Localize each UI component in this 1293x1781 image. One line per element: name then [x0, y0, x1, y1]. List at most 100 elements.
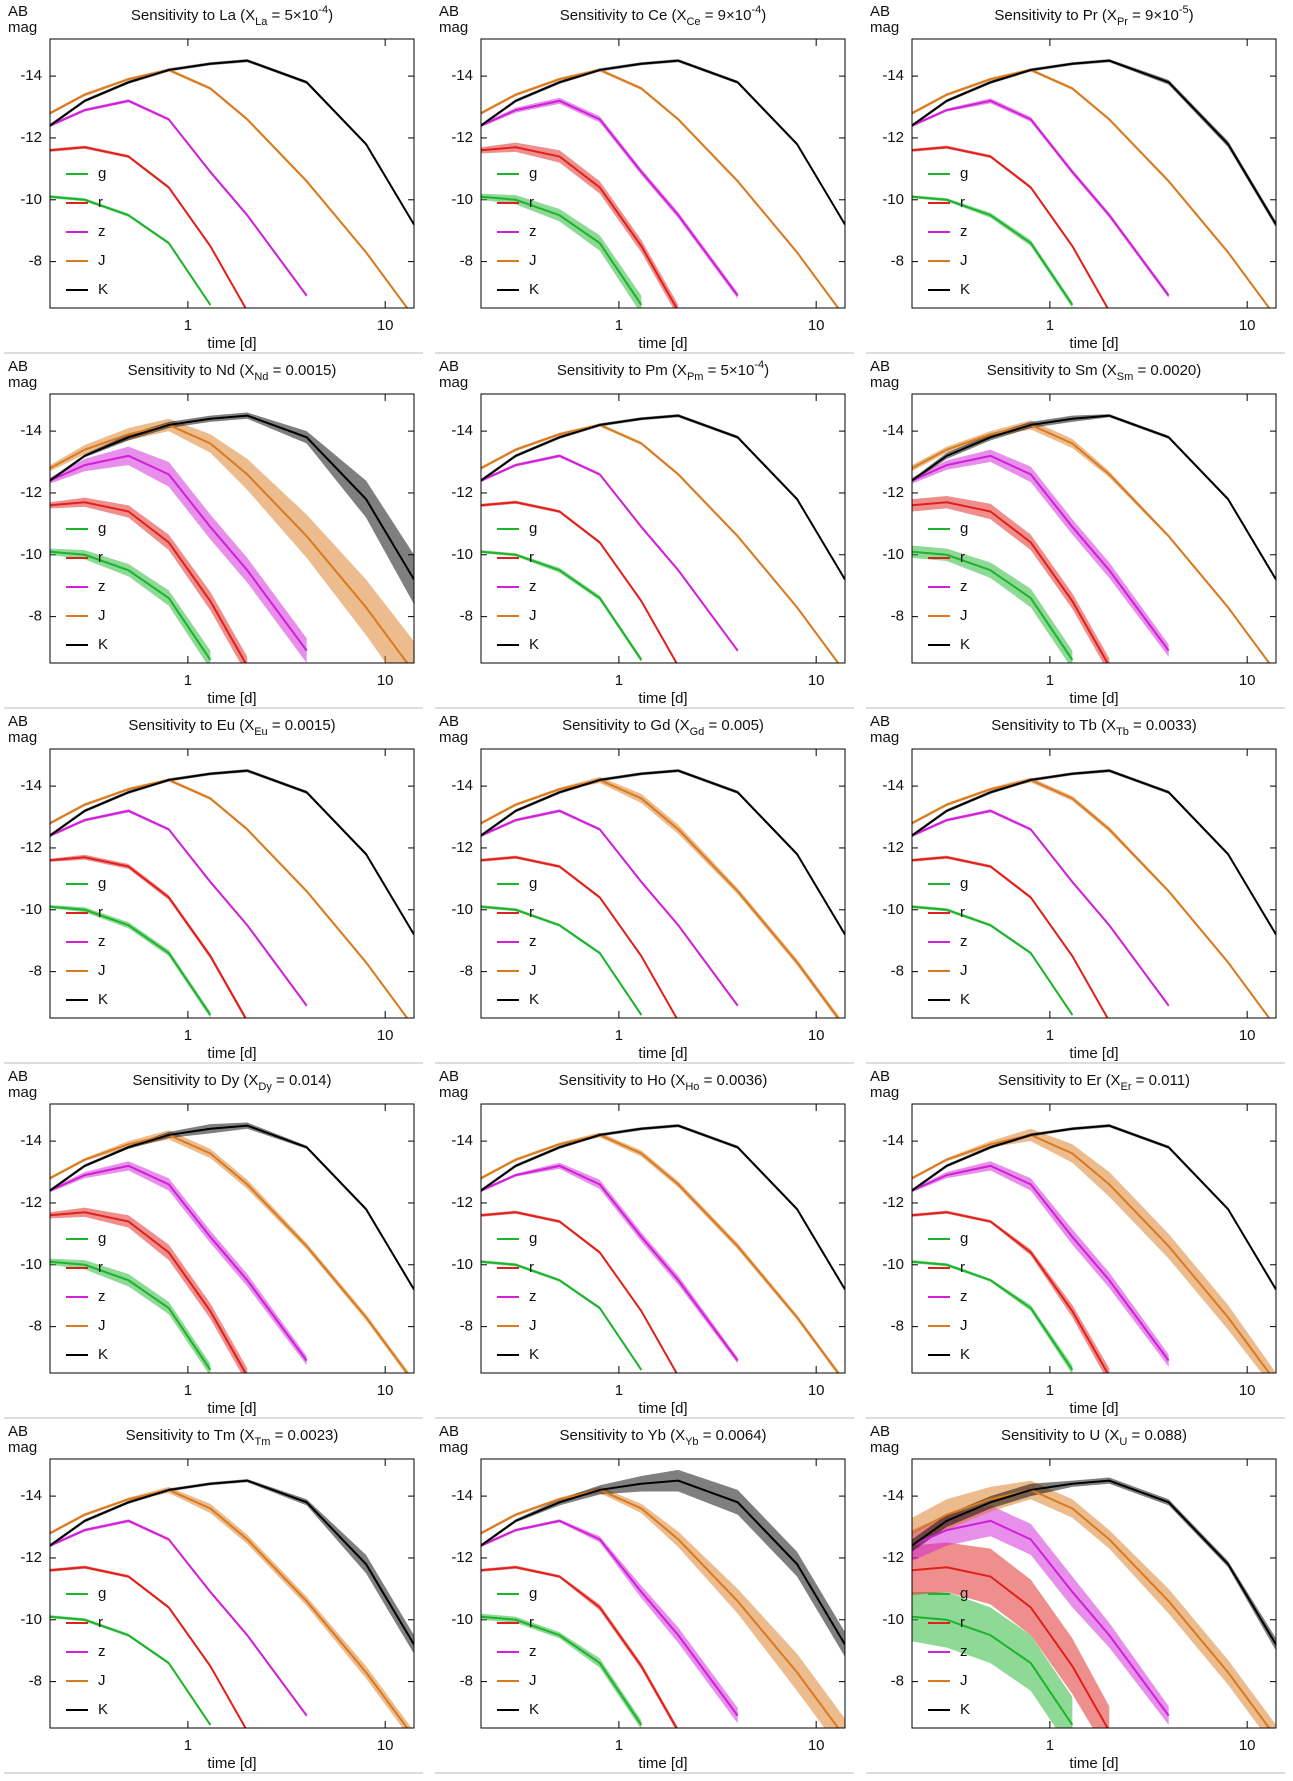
y-tick-label: -12 [882, 1549, 904, 1566]
x-axis-label: time [d] [638, 690, 687, 707]
x-tick-label: 10 [377, 1737, 394, 1754]
y-axis-label: mag [439, 729, 468, 746]
line [481, 778, 840, 1018]
title-subscript: Pm [687, 371, 704, 383]
line [912, 1488, 1271, 1728]
line [481, 68, 840, 308]
error-band [481, 1162, 738, 1364]
line [50, 414, 414, 581]
y-axis-label: AB [439, 358, 459, 375]
x-tick-label: 1 [1046, 672, 1054, 689]
error-band [912, 1128, 1276, 1373]
y-tick-label: -12 [20, 129, 42, 146]
y-axis-label: mag [439, 19, 468, 36]
title-subscript: U [1119, 1436, 1127, 1448]
title-text: = 9×10 [701, 7, 752, 24]
plot-frame [49, 38, 415, 309]
legend-label: J [529, 962, 537, 979]
plot-area [912, 414, 1276, 663]
panel-title: Sensitivity to Tm (XTm = 0.0023) [126, 1427, 339, 1448]
y-axis-label: mag [8, 374, 37, 391]
y-tick-label: -10 [20, 191, 42, 208]
panel-title: Sensitivity to Pr (XPr = 9×10-5) [994, 4, 1193, 28]
x-tick-label: 1 [615, 672, 623, 689]
legend-label: z [529, 578, 537, 595]
legend-label: g [529, 1585, 537, 1602]
legend-label: g [98, 165, 106, 182]
legend-label: J [98, 252, 106, 269]
y-tick-label: -14 [451, 1132, 473, 1149]
line [912, 778, 1271, 1018]
error-band [50, 497, 248, 663]
line [50, 769, 414, 936]
error-band [912, 1260, 1073, 1373]
title-text: Sensitivity to Eu (X [128, 717, 254, 734]
legend-label: K [960, 991, 970, 1008]
title-text: ) [1189, 7, 1194, 24]
title-text: Sensitivity to U (X [1001, 1427, 1119, 1444]
plot-frame [480, 393, 846, 664]
legend-label: J [529, 252, 537, 269]
y-tick-label: -8 [29, 1673, 42, 1690]
line [912, 99, 1170, 297]
y-axis-label: AB [439, 713, 459, 730]
title-text: Sensitivity to Tm (X [126, 1427, 255, 1444]
line [50, 501, 247, 663]
plot-area [912, 59, 1276, 308]
error-band [50, 905, 211, 1018]
title-subscript: Nd [254, 371, 268, 383]
x-tick-label: 1 [1046, 1382, 1054, 1399]
line [50, 454, 308, 652]
legend-label: J [960, 1672, 968, 1689]
line [912, 905, 1074, 1016]
title-superscript: -4 [754, 359, 764, 371]
line [912, 809, 1170, 1007]
error-band [50, 412, 414, 605]
title-text: Sensitivity to Sm (X [987, 362, 1117, 379]
y-tick-label: -12 [20, 839, 42, 856]
y-tick-label: -10 [20, 901, 42, 918]
x-axis-label: time [d] [207, 690, 256, 707]
error-band [912, 1477, 1276, 1651]
y-tick-label: -10 [20, 1256, 42, 1273]
x-tick-label: 10 [1239, 1027, 1256, 1044]
line [481, 1479, 845, 1646]
error-band [912, 1480, 1276, 1728]
line [912, 454, 1170, 652]
legend-label: K [98, 1346, 108, 1363]
line [50, 1566, 247, 1728]
title-subscript: Gd [690, 726, 705, 738]
title-text: = 0.005) [704, 717, 764, 734]
panel-title: Sensitivity to Ce (XCe = 9×10-4) [560, 4, 766, 28]
title-text: Sensitivity to Nd (X [128, 362, 255, 379]
line [481, 1211, 678, 1373]
legend-label: g [960, 165, 968, 182]
y-tick-label: -8 [891, 253, 904, 270]
line [50, 146, 247, 308]
y-tick-label: -14 [451, 422, 473, 439]
y-axis-label: AB [8, 3, 28, 20]
legend-label: K [960, 636, 970, 653]
x-axis-label: time [d] [207, 335, 256, 352]
y-tick-label: -8 [891, 963, 904, 980]
plot-area [50, 1122, 414, 1373]
line [912, 1164, 1170, 1362]
legend-label: J [529, 607, 537, 624]
panel-title: Sensitivity to Gd (XGd = 0.005) [562, 717, 764, 738]
error-band [912, 98, 1169, 299]
x-axis-label: time [d] [638, 1400, 687, 1417]
legend-label: z [98, 1288, 106, 1305]
line [912, 1566, 1109, 1728]
title-superscript: -4 [318, 4, 328, 16]
panel-title: Sensitivity to Ho (XHo = 0.0036) [559, 1072, 768, 1093]
x-axis-label: time [d] [1069, 1400, 1118, 1417]
plot-area [481, 414, 845, 663]
legend-label: r [529, 904, 534, 921]
y-tick-label: -8 [460, 253, 473, 270]
y-tick-label: -14 [451, 1487, 473, 1504]
title-superscript: -5 [1179, 4, 1189, 16]
y-tick-label: -12 [451, 484, 473, 501]
plot-frame [49, 748, 415, 1019]
line [50, 856, 247, 1018]
